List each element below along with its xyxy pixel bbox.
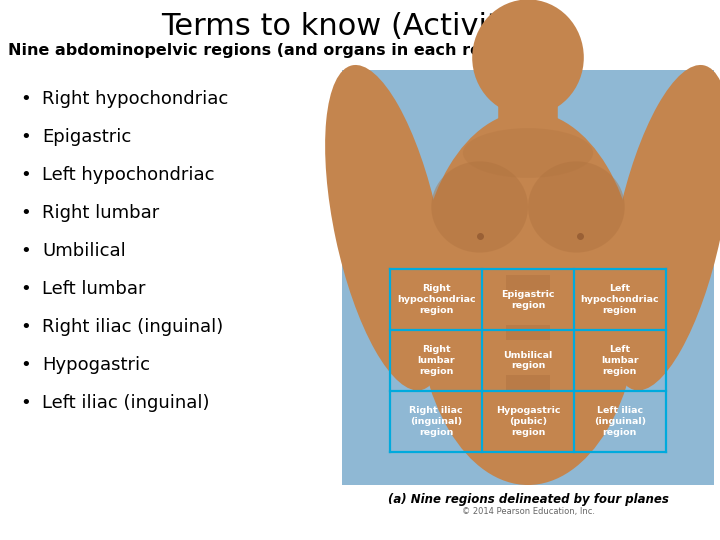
Ellipse shape (463, 128, 593, 178)
Text: Right hypochondriac: Right hypochondriac (42, 90, 228, 108)
Text: Left
lumbar
region: Left lumbar region (601, 345, 639, 376)
Text: Hypogastric
(pubic)
region: Hypogastric (pubic) region (496, 406, 560, 437)
Text: •: • (20, 90, 31, 108)
Bar (505, 325, 550, 340)
Text: •: • (20, 280, 31, 298)
Text: © 2014 Pearson Education, Inc.: © 2014 Pearson Education, Inc. (462, 507, 595, 516)
Text: •: • (20, 356, 31, 374)
Bar (505, 275, 550, 290)
Text: Right
lumbar
region: Right lumbar region (418, 345, 455, 376)
Text: •: • (20, 166, 31, 184)
Ellipse shape (325, 65, 448, 390)
Bar (505, 375, 550, 389)
Text: •: • (20, 394, 31, 412)
Bar (342, 70, 714, 485)
Ellipse shape (608, 65, 720, 390)
Text: Left iliac
(inguinal)
region: Left iliac (inguinal) region (594, 406, 646, 437)
Text: Right lumbar: Right lumbar (42, 204, 159, 222)
Text: Left hypochondriac: Left hypochondriac (42, 166, 215, 184)
Text: Left lumbar: Left lumbar (42, 280, 145, 298)
Text: Umbilical: Umbilical (42, 242, 126, 260)
Text: Right iliac (inguinal): Right iliac (inguinal) (42, 318, 223, 336)
Text: •: • (20, 242, 31, 260)
Text: Nine abdominopelvic regions (and organs in each regions):: Nine abdominopelvic regions (and organs … (8, 43, 544, 58)
Ellipse shape (416, 111, 639, 485)
Text: Epigastric
region: Epigastric region (501, 290, 554, 309)
Text: (a) Nine regions delineated by four planes: (a) Nine regions delineated by four plan… (387, 493, 668, 506)
Text: Right
hypochondriac
region: Right hypochondriac region (397, 285, 475, 315)
Text: Terms to know (Activity 5): Terms to know (Activity 5) (161, 12, 559, 41)
Ellipse shape (528, 161, 625, 253)
Text: •: • (20, 318, 31, 336)
Ellipse shape (472, 0, 584, 116)
Ellipse shape (431, 161, 528, 253)
Text: Hypogastric: Hypogastric (42, 356, 150, 374)
Text: •: • (20, 128, 31, 146)
Text: •: • (20, 204, 31, 222)
Text: Epigastric: Epigastric (42, 128, 131, 146)
Text: Right iliac
(inguinal)
region: Right iliac (inguinal) region (410, 406, 463, 437)
Text: Left iliac (inguinal): Left iliac (inguinal) (42, 394, 210, 412)
Text: Umbilical
region: Umbilical region (503, 350, 553, 370)
FancyBboxPatch shape (498, 62, 558, 153)
Text: Left
hypochondriac
region: Left hypochondriac region (580, 285, 659, 315)
